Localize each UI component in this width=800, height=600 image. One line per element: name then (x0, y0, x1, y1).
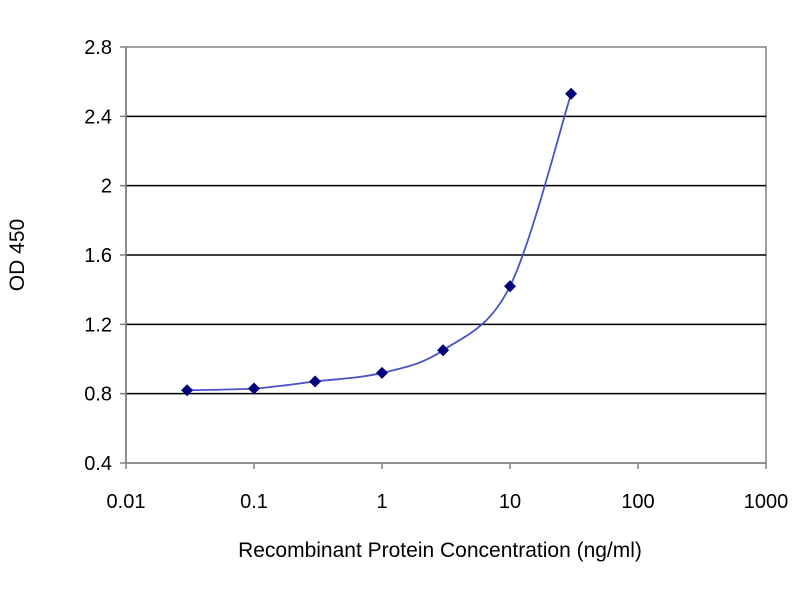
x-axis-title: Recombinant Protein Concentration (ng/ml… (238, 539, 642, 562)
data-point (504, 280, 516, 293)
data-point (376, 366, 388, 379)
y-tick-label: 1.2 (84, 314, 112, 336)
y-tick-label: 2 (101, 176, 112, 198)
data-point (181, 384, 194, 397)
x-tick-label: 0.1 (240, 491, 268, 513)
data-point (437, 344, 450, 357)
y-tick-label: 2.4 (84, 106, 112, 128)
y-tick-label: 2.8 (84, 37, 112, 59)
y-axis-ticks: 0.4 0.8 1.2 1.6 2 2.4 2.8 (84, 37, 126, 475)
x-tick-label: 100 (621, 491, 654, 513)
x-axis-ticks: 0.01 0.1 1 10 100 1000 (107, 463, 789, 513)
y-tick-label: 0.8 (84, 384, 112, 406)
data-point (248, 382, 260, 395)
x-tick-label: 0.01 (107, 491, 146, 513)
y-axis-title: OD 450 (6, 219, 29, 291)
x-tick-label: 1 (376, 491, 387, 513)
gridlines (126, 115, 766, 395)
y-tick-label: 1.6 (84, 245, 112, 267)
data-point (565, 87, 578, 100)
data-point (309, 375, 322, 388)
y-tick-label: 0.4 (84, 453, 112, 475)
x-tick-label: 10 (499, 491, 521, 513)
x-tick-label: 1000 (744, 491, 789, 513)
data-series (181, 87, 578, 397)
